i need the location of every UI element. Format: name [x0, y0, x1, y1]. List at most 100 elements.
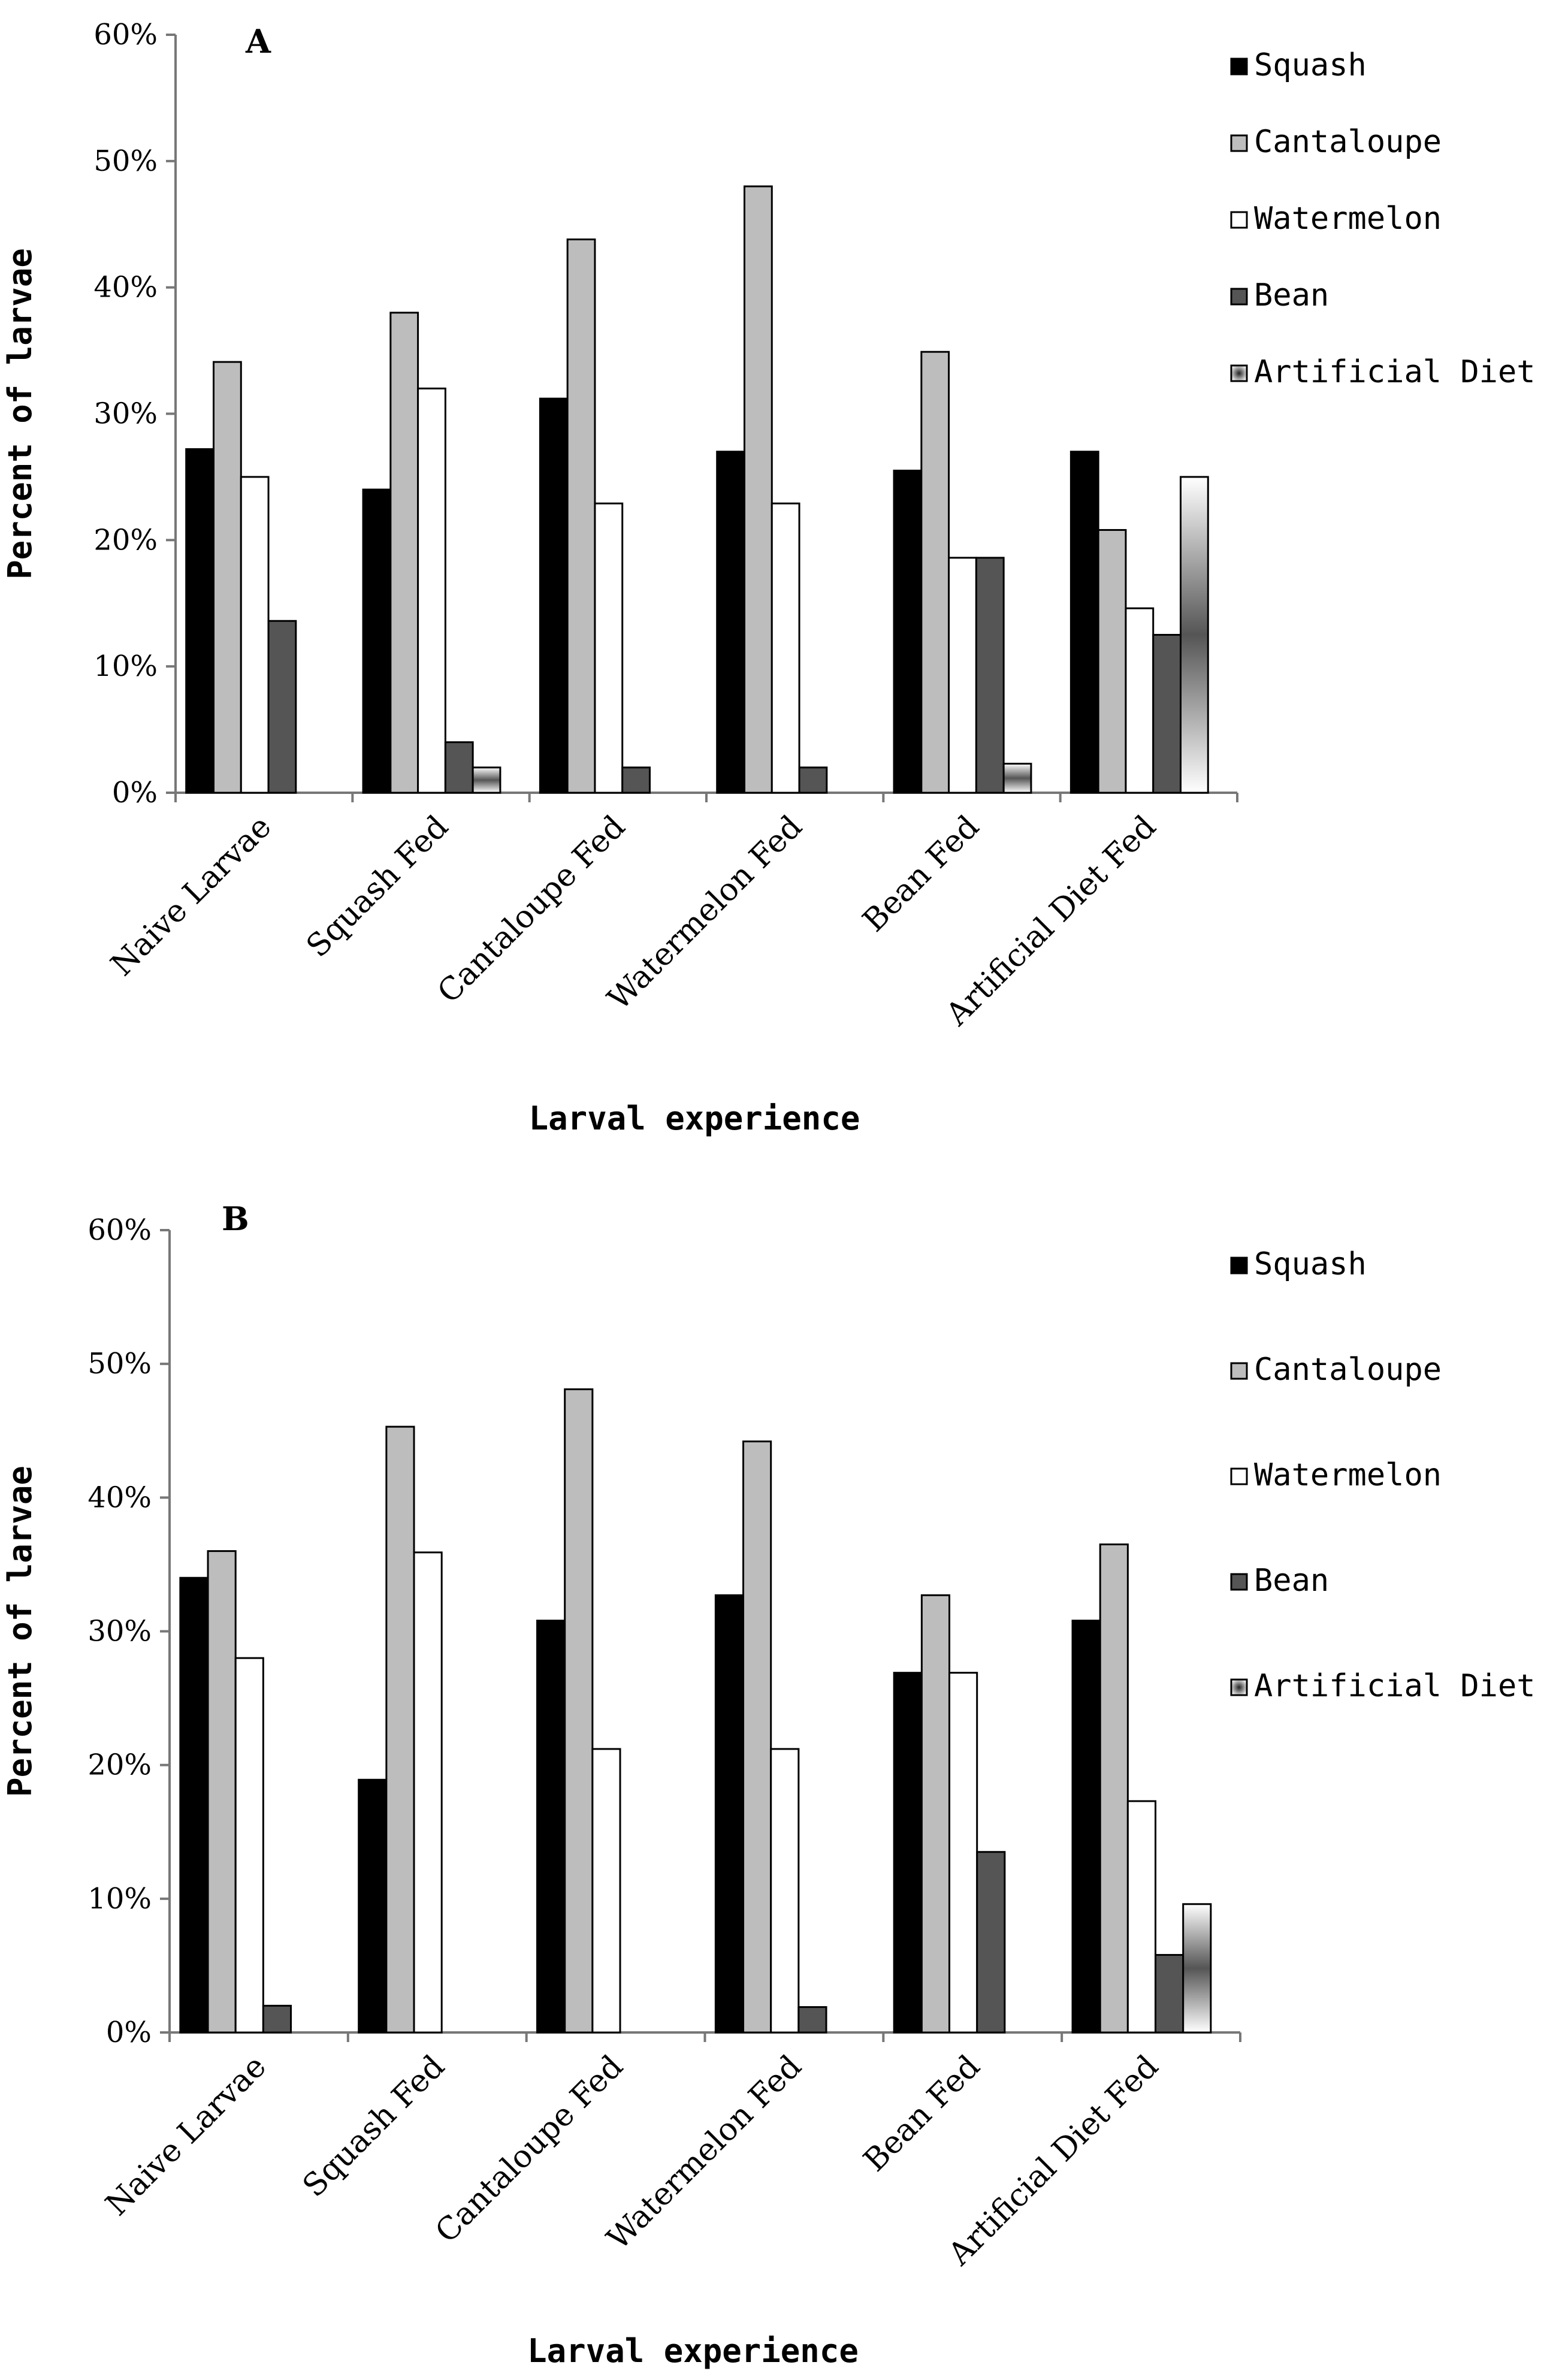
panel-a-y-tick-label: 10%	[93, 650, 158, 683]
panel-a-bar-artificial-diet-squash-fed	[472, 766, 501, 794]
panel-b-bar-watermelon-watermelon-fed	[770, 1748, 800, 2034]
panel-a-bar-cantaloupe-squash-fed	[389, 312, 419, 794]
panel-b-bar-cantaloupe-naive-larvae	[207, 1550, 237, 2034]
panel-a-x-axis-title: Larval experience	[529, 1100, 860, 1137]
panel-b-bar-squash-naive-larvae	[179, 1576, 209, 2034]
panel-b-y-tick-label: 50%	[87, 1347, 152, 1381]
panel-b-bar-watermelon-cantaloupe-fed	[591, 1748, 621, 2034]
panel-b-bar-cantaloupe-bean-fed	[920, 1594, 951, 2034]
panel-a-bar-watermelon-cantaloupe-fed	[594, 502, 624, 794]
panel-b-legend-label-squash: Squash	[1254, 1246, 1367, 1282]
chart-panel-b: 0% 10% 20% 30% 40% 50% 60% Naive Larvae Squash F…	[1, 1200, 1536, 2370]
panel-b-y-tick-label: 10%	[87, 1882, 152, 1916]
panel-b-bar-cantaloupe-cantaloupe-fed	[564, 1388, 594, 2034]
panel-b-bar-watermelon-bean-fed	[948, 1672, 978, 2034]
panel-b-category-label: Cantaloupe Fed	[428, 2049, 630, 2250]
panel-b-x-axis-title: Larval experience	[527, 2332, 859, 2370]
panel-a-legend-label-squash: Squash	[1254, 47, 1367, 83]
panel-a-legend-swatch-squash	[1230, 58, 1248, 75]
panel-a-bar-watermelon-watermelon-fed	[771, 502, 800, 794]
panel-a-bar-watermelon-squash-fed	[417, 387, 446, 794]
panel-a-bar-cantaloupe-watermelon-fed	[743, 185, 773, 794]
panel-a-bar-bean-watermelon-fed	[798, 766, 828, 794]
panel-a-legend-swatch-watermelon	[1230, 211, 1248, 229]
panel-a-y-tick-label: 20%	[93, 523, 158, 557]
panel-a-bar-squash-watermelon-fed	[716, 451, 745, 794]
panel-a-y-tick-label: 30%	[93, 397, 158, 431]
panel-a-category-label: Bean Fed	[856, 809, 986, 939]
panel-b-bar-watermelon-naive-larvae	[234, 1657, 264, 2034]
panel-a-bar-squash-artificial-diet-fed	[1069, 451, 1099, 794]
panel-a-legend-label-bean: Bean	[1254, 277, 1329, 313]
panel-b-bar-squash-squash-fed	[358, 1778, 388, 2034]
panel-a-bar-bean-bean-fed	[975, 557, 1005, 794]
panel-b-y-axis-title: Percent of larvae	[1, 1466, 39, 1797]
panel-a-legend-label-watermelon: Watermelon	[1254, 201, 1442, 237]
panel-b-bar-cantaloupe-artificial-diet-fed	[1099, 1543, 1129, 2034]
panel-a-category-label: Squash Fed	[300, 809, 455, 965]
panel-a-category-label: Naive Larvae	[104, 809, 279, 983]
panel-b-category-label: Bean Fed	[857, 2049, 987, 2179]
panel-b-bar-cantaloupe-watermelon-fed	[742, 1440, 772, 2034]
panel-b-legend-label-artificial-diet: Artificial Diet	[1254, 1668, 1536, 1704]
panel-a-bar-squash-squash-fed	[362, 488, 392, 794]
panel-a-bar-squash-naive-larvae	[185, 448, 214, 794]
panel-b-y-tick-label: 60%	[87, 1213, 152, 1247]
panel-b-bar-squash-cantaloupe-fed	[536, 1620, 566, 2034]
panel-a-legend-label-artificial-diet: Artificial Diet	[1254, 354, 1536, 390]
panel-b-legend-swatch-watermelon	[1230, 1467, 1248, 1485]
panel-b-legend-label-bean: Bean	[1254, 1563, 1329, 1599]
panel-b-bar-watermelon-artificial-diet-fed	[1126, 1800, 1157, 2034]
panel-a-bar-cantaloupe-naive-larvae	[212, 361, 242, 794]
panel-b-legend-swatch-artificial-diet	[1230, 1678, 1248, 1696]
panel-a-bar-bean-cantaloupe-fed	[621, 766, 651, 794]
panel-b-bar-squash-watermelon-fed	[714, 1594, 745, 2034]
panel-b-bar-bean-artificial-diet-fed	[1155, 1954, 1185, 2034]
panel-b-bar-cantaloupe-squash-fed	[385, 1425, 415, 2034]
panel-a-y-axis-title: Percent of larvae	[1, 248, 39, 579]
panel-b-legend-label-watermelon: Watermelon	[1254, 1457, 1442, 1493]
panel-a-bar-bean-squash-fed	[444, 741, 474, 794]
panel-a-bar-squash-cantaloupe-fed	[539, 397, 569, 794]
panel-a-legend-label-cantaloupe: Cantaloupe	[1254, 124, 1442, 160]
panel-b-y-tick-label: 0%	[106, 2016, 152, 2049]
panel-a-y-tick-label: 50%	[93, 144, 158, 178]
panel-a-bar-cantaloupe-bean-fed	[920, 351, 950, 794]
panel-b-y-tick-label: 30%	[87, 1615, 152, 1648]
panel-b-panel-letter: B	[222, 1200, 249, 1238]
panel-b-bar-bean-naive-larvae	[262, 2004, 292, 2034]
panel-b-category-label: Naive Larvae	[99, 2049, 273, 2223]
panel-a-legend-swatch-cantaloupe	[1230, 134, 1248, 152]
panel-a-bar-cantaloupe-artificial-diet-fed	[1097, 528, 1127, 794]
panel-a-panel-letter: A	[245, 22, 271, 61]
panel-a-bar-bean-artificial-diet-fed	[1152, 633, 1182, 794]
panel-b-legend-swatch-bean	[1230, 1573, 1248, 1591]
panel-b-y-tick-label: 40%	[87, 1481, 152, 1514]
panel-a-legend-swatch-bean	[1230, 288, 1248, 306]
panel-a-legend-swatch-artificial-diet	[1230, 364, 1248, 382]
panel-a-bar-watermelon-bean-fed	[948, 557, 977, 794]
panel-b-bar-watermelon-squash-fed	[413, 1551, 443, 2034]
panel-a-bar-watermelon-naive-larvae	[240, 476, 270, 794]
panel-b-legend-swatch-squash	[1230, 1257, 1248, 1274]
panel-b-category-label: Watermelon Fed	[600, 2049, 809, 2257]
panel-b-legend-label-cantaloupe: Cantaloupe	[1254, 1352, 1442, 1388]
panel-b-bar-squash-artificial-diet-fed	[1071, 1620, 1101, 2034]
panel-a-bar-artificial-diet-bean-fed	[1002, 763, 1032, 794]
panel-a-y-tick-label: 0%	[112, 776, 158, 810]
panel-b-bar-bean-bean-fed	[976, 1851, 1006, 2034]
panel-a-category-label: Watermelon Fed	[601, 809, 809, 1017]
panel-a-bar-artificial-diet-artificial-diet-fed	[1179, 476, 1209, 794]
panel-a-bar-watermelon-artificial-diet-fed	[1125, 607, 1155, 794]
panel-b-category-label: Squash Fed	[296, 2049, 452, 2204]
panel-a-bar-cantaloupe-cantaloupe-fed	[566, 238, 596, 794]
panel-a-y-tick-label: 40%	[93, 271, 158, 304]
panel-a-category-label: Cantaloupe Fed	[431, 809, 632, 1010]
panel-a-bar-bean-naive-larvae	[267, 620, 297, 794]
panel-b-y-tick-label: 20%	[87, 1748, 152, 1782]
panel-b-legend-swatch-cantaloupe	[1230, 1362, 1248, 1380]
panel-b-bar-artificial-diet-artificial-diet-fed	[1182, 1903, 1212, 2034]
chart-panel-a: 0% 10% 20% 30% 40% 50% 60% Naive Larvae Squash F…	[1, 18, 1536, 1137]
